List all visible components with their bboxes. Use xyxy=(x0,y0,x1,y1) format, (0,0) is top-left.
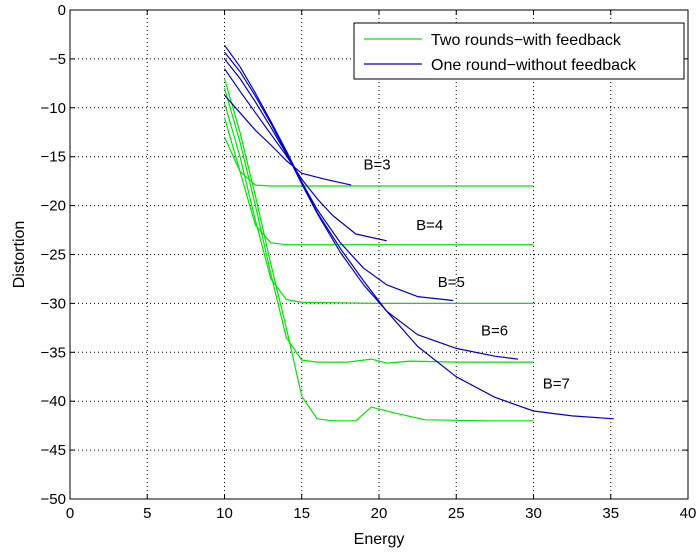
legend-label-one-round: One round−without feedback xyxy=(431,57,637,74)
series-two-rounds-b6-line xyxy=(223,88,534,364)
series-one-round-b5-line xyxy=(224,58,454,302)
tick-labels: 0 5 10 15 20 25 30 35 40 0 −5 −10 −15 −20 −25 −30 −35 −40… xyxy=(41,2,697,522)
series-two-rounds-b5-line xyxy=(223,102,534,304)
x-tick-label: 35 xyxy=(602,505,619,522)
x-tick-label: 25 xyxy=(448,505,465,522)
legend-label-two-rounds: Two rounds−with feedback xyxy=(431,32,622,49)
series-one-round-b7-line xyxy=(224,44,614,420)
annotation-b-6: B=6 xyxy=(481,323,508,340)
y-tick-label: −5 xyxy=(49,51,66,68)
y-tick-label: −20 xyxy=(41,198,66,215)
y-tick-label: −45 xyxy=(41,442,66,459)
x-tick-label: 10 xyxy=(216,505,233,522)
series-one-round-b6-line xyxy=(224,51,519,360)
series-one-round-b3-line xyxy=(224,94,352,186)
annotations: B=3 B=4 B=5 B=6 B=7 xyxy=(364,156,570,392)
annotation-b-5: B=5 xyxy=(438,274,465,291)
y-tick-label: −10 xyxy=(41,100,66,117)
grid xyxy=(70,10,688,499)
y-tick-label: −40 xyxy=(41,393,66,410)
y-tick-label: −50 xyxy=(41,491,66,508)
series-one-round-b4-line xyxy=(224,68,387,242)
annotation-b-4: B=4 xyxy=(416,217,443,234)
annotation-b-7: B=7 xyxy=(543,375,570,392)
y-tick-label: −35 xyxy=(41,344,66,361)
legend-box xyxy=(353,22,685,80)
legend: Two rounds−with feedback One round−witho… xyxy=(353,22,685,80)
series-two-rounds-b7-line xyxy=(223,78,534,422)
y-tick-label: 0 xyxy=(58,2,66,19)
series-two-rounds-b4-line xyxy=(223,117,534,246)
x-tick-label: 30 xyxy=(525,505,542,522)
y-axis-label: Distortion xyxy=(11,221,28,289)
x-tick-label: 15 xyxy=(293,505,310,522)
plot-area-frame xyxy=(69,9,689,500)
x-tick-label: 20 xyxy=(371,505,388,522)
annotation-b-3: B=3 xyxy=(364,156,391,173)
x-axis-label: Energy xyxy=(354,531,405,548)
series-lines xyxy=(223,44,614,422)
x-tick-label: 5 xyxy=(143,505,151,522)
x-tick-label: 40 xyxy=(680,505,697,522)
x-tick-label: 0 xyxy=(66,505,74,522)
y-tick-label: −30 xyxy=(41,295,66,312)
y-tick-label: −25 xyxy=(41,247,66,264)
y-tick-label: −15 xyxy=(41,149,66,166)
